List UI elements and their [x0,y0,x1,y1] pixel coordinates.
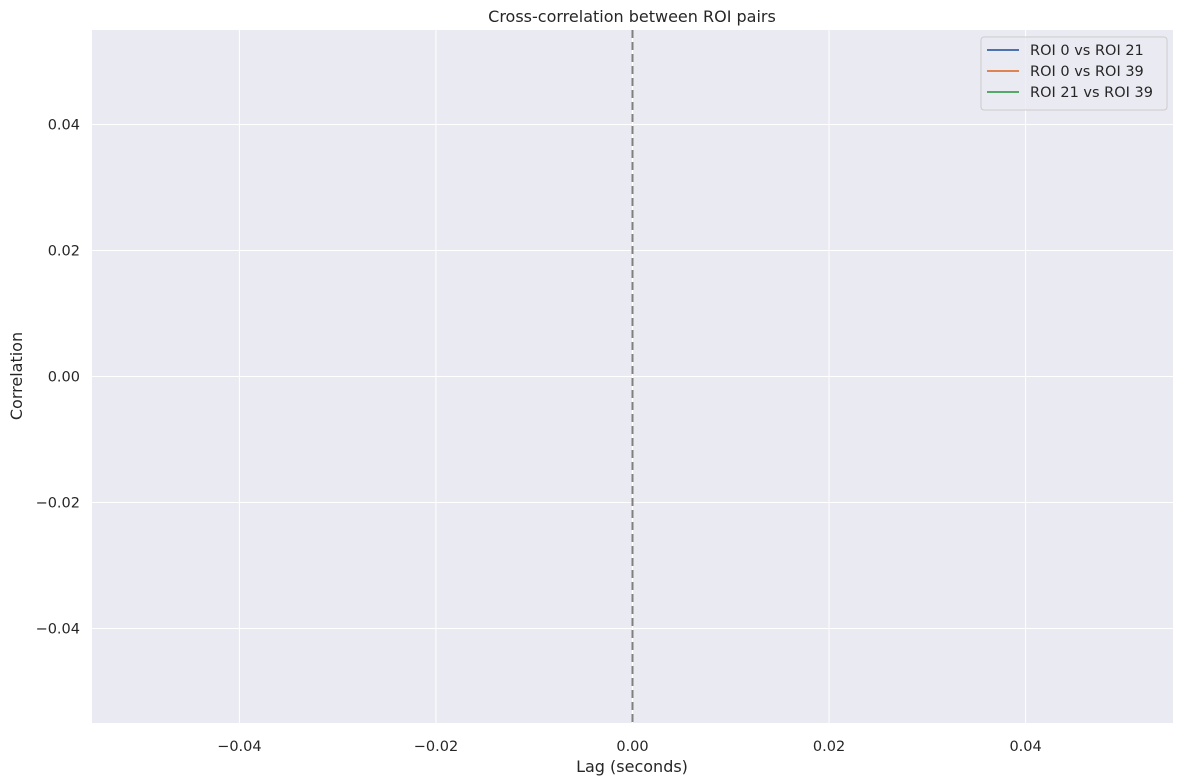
y-tick-label: −0.02 [36,496,80,512]
legend-items: ROI 0 vs ROI 21 ROI 0 vs ROI 39 ROI 21 vs … [987,43,1153,101]
y-tick-label: −0.04 [36,622,80,638]
y-tick-label: 0.02 [48,244,80,260]
x-tick-label: 0.02 [813,739,845,755]
y-axis-label: Correlation [7,332,26,420]
y-tick-label: 0.04 [48,118,80,134]
x-tick-label: 0.04 [1009,739,1041,755]
y-tick-label: 0.00 [48,370,80,386]
x-axis-label: Lag (seconds) [576,757,688,776]
legend: ROI 0 vs ROI 21 ROI 0 vs ROI 39 ROI 21 vs … [980,36,1168,111]
y-tick-labels: 0.04 0.02 0.00 −0.02 −0.04 [36,118,80,638]
x-tick-label: −0.04 [217,739,261,755]
legend-box [980,36,1168,111]
legend-label: ROI 21 vs ROI 39 [1030,85,1153,101]
legend-label: ROI 0 vs ROI 21 [1030,43,1144,59]
chart-title: Cross-correlation between ROI pairs [488,7,776,26]
legend-label: ROI 0 vs ROI 39 [1030,64,1144,80]
x-tick-label: 0.00 [616,739,648,755]
x-tick-label: −0.02 [414,739,458,755]
x-tick-labels: −0.04 −0.02 0.00 0.02 0.04 [217,739,1042,755]
